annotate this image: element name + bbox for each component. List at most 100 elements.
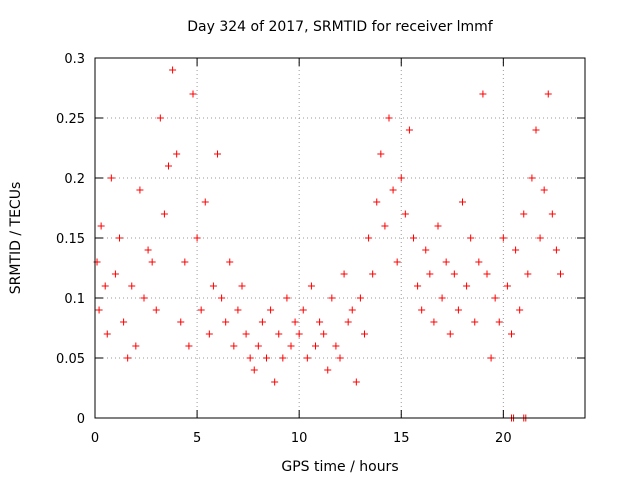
data-point xyxy=(340,270,348,278)
ticks xyxy=(94,57,585,419)
data-point xyxy=(283,294,291,302)
data-point xyxy=(234,306,242,314)
data-point xyxy=(422,246,430,254)
data-point xyxy=(242,330,250,338)
data-point xyxy=(120,318,128,326)
data-point xyxy=(218,294,226,302)
data-point xyxy=(267,306,275,314)
data-point xyxy=(414,282,422,290)
y-tick-label: 0 xyxy=(77,412,85,427)
data-point xyxy=(373,198,381,206)
data-point xyxy=(463,282,471,290)
grid xyxy=(95,58,585,418)
data-point xyxy=(299,306,307,314)
data-point xyxy=(320,330,328,338)
data-point xyxy=(209,282,217,290)
data-point xyxy=(303,354,311,362)
data-point xyxy=(328,294,336,302)
data-point xyxy=(316,318,324,326)
data-point xyxy=(250,366,258,374)
data-point xyxy=(279,354,287,362)
data-point xyxy=(495,318,503,326)
data-point xyxy=(438,294,446,302)
data-point xyxy=(336,354,344,362)
data-point xyxy=(532,126,540,134)
y-tick-label: 0.3 xyxy=(64,52,85,67)
data-point xyxy=(544,90,552,98)
data-point xyxy=(254,342,262,350)
data-point xyxy=(479,90,487,98)
data-point xyxy=(471,318,479,326)
data-point xyxy=(385,114,393,122)
data-point xyxy=(524,270,532,278)
y-axis-label: SRMTID / TECUs xyxy=(8,182,24,295)
tick-labels: 0 5 10 15 20 0 0.05 0.1 0.15 0.2 0.25 0.3 xyxy=(56,52,512,446)
data-point xyxy=(222,318,230,326)
data-point xyxy=(446,330,454,338)
data-point xyxy=(258,318,266,326)
x-axis-label: GPS time / hours xyxy=(281,459,398,475)
data-point xyxy=(165,162,172,170)
data-point xyxy=(324,366,332,374)
data-point xyxy=(528,174,536,182)
data-point xyxy=(140,294,148,302)
data-point xyxy=(365,234,373,242)
data-point xyxy=(361,330,368,338)
data-point xyxy=(520,210,528,218)
data-point xyxy=(287,342,295,350)
data-point xyxy=(111,270,119,278)
data-point xyxy=(389,186,397,194)
data-point xyxy=(405,126,413,134)
data-point xyxy=(487,354,495,362)
y-tick-label: 0.1 xyxy=(64,292,85,307)
data-point xyxy=(454,306,462,314)
data-point xyxy=(230,342,238,350)
data-point xyxy=(552,246,560,254)
y-tick-label: 0.2 xyxy=(64,172,85,187)
data-point xyxy=(548,210,556,218)
data-point xyxy=(226,258,234,266)
data-point xyxy=(271,378,279,386)
data-point xyxy=(291,318,299,326)
x-tick-label: 5 xyxy=(193,431,201,446)
data-point xyxy=(97,222,105,230)
y-tick-label: 0.15 xyxy=(56,232,85,247)
data-point xyxy=(393,258,401,266)
data-point xyxy=(148,258,156,266)
data-point xyxy=(332,342,340,350)
data-point xyxy=(136,186,144,194)
data-point xyxy=(397,174,405,182)
data-point xyxy=(410,234,417,242)
data-point xyxy=(503,282,511,290)
data-point xyxy=(152,306,160,314)
data-point xyxy=(307,282,315,290)
data-point xyxy=(512,246,520,254)
data-point xyxy=(275,330,283,338)
data-point xyxy=(263,354,270,362)
x-tick-label: 20 xyxy=(495,431,512,446)
data-point xyxy=(116,234,123,242)
data-point xyxy=(238,282,246,290)
data-point xyxy=(381,222,389,230)
data-point xyxy=(181,258,189,266)
data-point xyxy=(475,258,483,266)
data-point xyxy=(508,330,515,338)
data-point xyxy=(369,270,377,278)
data-point xyxy=(101,282,109,290)
scatter-points xyxy=(93,66,564,422)
data-point xyxy=(201,198,209,206)
data-point xyxy=(536,234,544,242)
data-point xyxy=(434,222,442,230)
data-point xyxy=(156,114,164,122)
data-point xyxy=(197,306,205,314)
y-tick-label: 0.05 xyxy=(56,352,85,367)
data-point xyxy=(185,342,193,350)
data-point xyxy=(467,234,475,242)
data-point xyxy=(377,150,385,158)
data-point xyxy=(169,66,177,74)
data-point xyxy=(450,270,458,278)
data-point xyxy=(418,306,426,314)
data-point xyxy=(557,270,564,278)
data-point xyxy=(95,306,103,314)
